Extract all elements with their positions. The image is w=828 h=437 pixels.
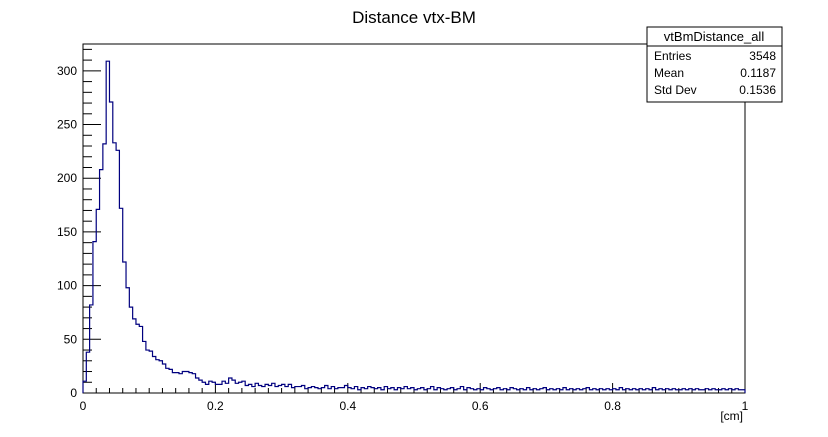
x-tick-label: 0.4 <box>339 399 356 413</box>
stats-entries-value: 3548 <box>749 49 776 63</box>
y-tick-label: 100 <box>57 279 77 293</box>
stats-stddev-label: Std Dev <box>654 83 697 97</box>
x-tick-label: 0 <box>80 399 87 413</box>
chart-title: Distance vtx-BM <box>352 8 476 27</box>
stats-mean-value: 0.1187 <box>740 66 776 80</box>
stats-box: vtBmDistance_all Entries 3548 Mean 0.118… <box>646 26 783 103</box>
y-tick-label: 300 <box>57 64 77 78</box>
y-tick-label: 250 <box>57 118 77 132</box>
x-tick-label: 0.8 <box>604 399 621 413</box>
plot-frame <box>82 43 746 394</box>
x-tick-label: 1 <box>742 399 749 413</box>
x-axis-label: [cm] <box>720 409 743 423</box>
stats-box-frame <box>646 26 783 103</box>
y-tick-label: 150 <box>57 225 77 239</box>
histogram-outline <box>82 60 746 393</box>
y-tick-label: 0 <box>70 386 77 400</box>
x-tick-label: 0.6 <box>472 399 489 413</box>
stats-mean-label: Mean <box>654 66 684 80</box>
stats-stddev-value: 0.1536 <box>739 83 776 97</box>
y-axis: 0 50 100 150 200 250 300 <box>57 48 101 400</box>
stats-box-title: vtBmDistance_all <box>664 29 765 44</box>
y-tick-label: 200 <box>57 171 77 185</box>
y-tick-label: 50 <box>64 332 78 346</box>
x-axis: 0 0.2 0.4 0.6 0.8 1 <box>80 383 749 413</box>
stats-entries-label: Entries <box>654 49 691 63</box>
histogram-series <box>82 60 746 393</box>
x-tick-label: 0.2 <box>207 399 224 413</box>
